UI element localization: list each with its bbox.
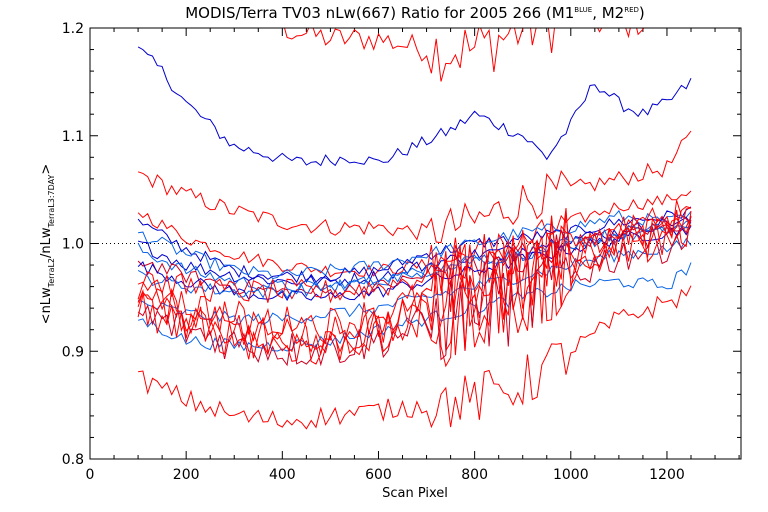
y-axis-label-part3: > bbox=[39, 164, 54, 175]
x-tick-label: 1200 bbox=[649, 467, 685, 483]
y-tick-label: 1.2 bbox=[62, 21, 84, 37]
chart-title-m2-superscript: RED bbox=[624, 6, 639, 14]
y-tick-label: 0.9 bbox=[62, 344, 84, 360]
y-axis-label-part1: <nLw bbox=[39, 287, 54, 324]
axis-tick-labels: 0 200 400 600 800 1000 1200 0.8 0.9 1.0 1.1 1.2 bbox=[62, 21, 685, 483]
x-tick-label: 0 bbox=[86, 467, 95, 483]
x-tick-label: 600 bbox=[365, 467, 392, 483]
series-line-11 bbox=[137, 225, 692, 299]
y-axis-label: <nLwTerraL2/nLwTerraL3:7DAY> bbox=[39, 164, 56, 325]
series-line-5 bbox=[137, 206, 692, 284]
chart-title-end: ) bbox=[639, 4, 645, 22]
x-tick-label: 400 bbox=[269, 467, 296, 483]
series-line-8 bbox=[137, 220, 692, 293]
series-group bbox=[137, 28, 692, 430]
series-line-14 bbox=[137, 262, 692, 352]
series-line-3 bbox=[137, 130, 692, 244]
x-axis-label: Scan Pixel bbox=[382, 486, 448, 501]
series-line-1 bbox=[276, 28, 645, 82]
series-line-12 bbox=[137, 206, 692, 304]
chart-title: MODIS/Terra TV03 nLw(667) Ratio for 2005… bbox=[185, 4, 645, 22]
y-tick-label: 1.1 bbox=[62, 129, 84, 145]
chart-title-m1-superscript: BLUE bbox=[574, 6, 592, 14]
y-axis-label-sub2: TerraL3:7DAY bbox=[47, 174, 56, 228]
series-line-19 bbox=[137, 207, 692, 368]
series-line-17 bbox=[137, 218, 692, 362]
y-axis-label-part2: /nLw bbox=[39, 227, 54, 258]
series-line-9 bbox=[137, 216, 692, 300]
plot-area bbox=[90, 28, 741, 430]
x-tick-label: 800 bbox=[461, 467, 488, 483]
chart-title-main: MODIS/Terra TV03 nLw(667) Ratio for 2005… bbox=[185, 4, 574, 22]
y-tick-label: 0.8 bbox=[62, 452, 84, 468]
series-line-20 bbox=[138, 285, 692, 430]
series-line-10 bbox=[137, 225, 692, 302]
y-axis-label-sub1: TerraL2 bbox=[47, 258, 56, 288]
x-tick-label: 200 bbox=[173, 467, 200, 483]
chart-title-mid: , M2 bbox=[592, 4, 624, 22]
series-line-2 bbox=[137, 46, 692, 167]
plot-frame bbox=[89, 27, 742, 460]
y-tick-label: 1.0 bbox=[62, 237, 84, 253]
series-line-4 bbox=[137, 190, 692, 279]
series-line-6 bbox=[138, 209, 692, 280]
x-tick-label: 1000 bbox=[553, 467, 589, 483]
series-line-18 bbox=[137, 215, 692, 367]
